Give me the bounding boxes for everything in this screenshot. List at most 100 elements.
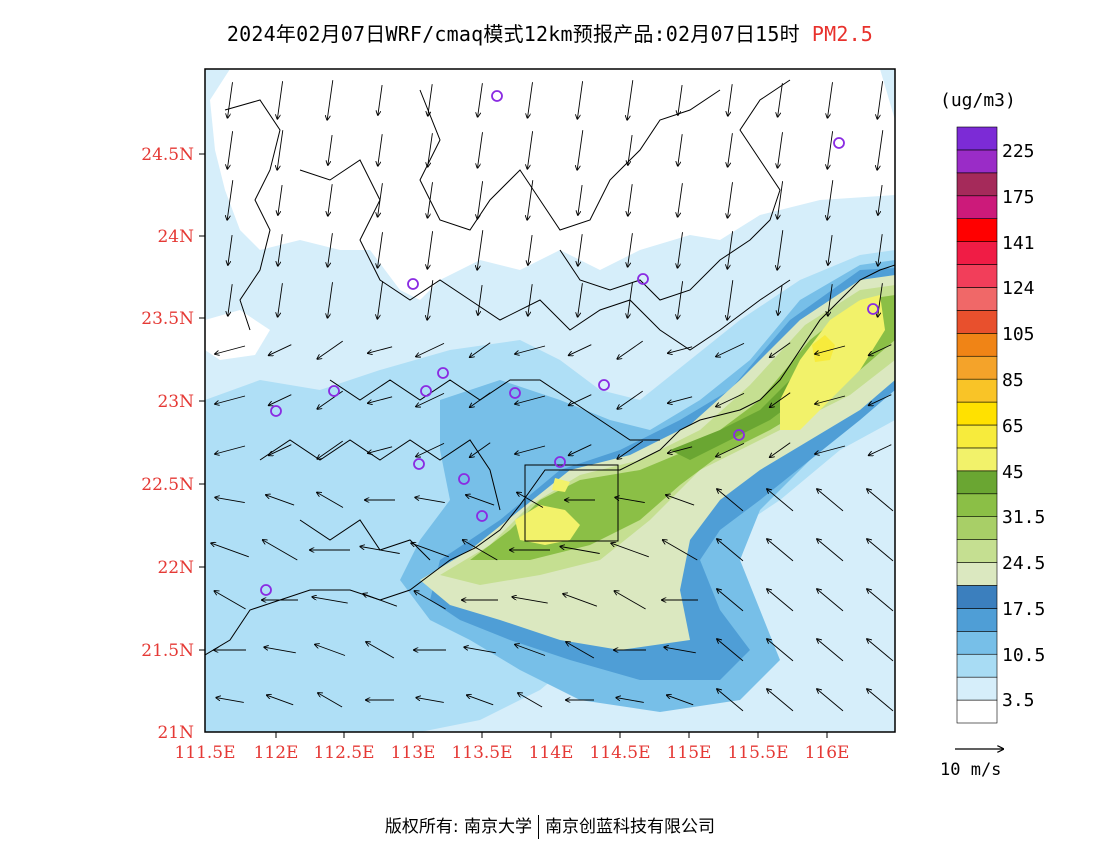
colorbar-swatch: [956, 378, 998, 403]
colorbar-unit: (ug/m3): [940, 90, 1016, 111]
wind-arrow: [578, 283, 583, 317]
colorbar-swatch: [956, 149, 998, 174]
lat-label: 24.5N: [141, 145, 194, 165]
province-border-4: [559, 79, 791, 301]
lat-label: 23.5N: [141, 309, 194, 329]
wind-arrow: [815, 445, 846, 454]
wind-arrow: [317, 493, 344, 508]
copyright-left: 版权所有: 南京大学: [384, 817, 533, 837]
wind-arrow: [815, 345, 846, 354]
colorbar-swatch: [956, 539, 998, 563]
colorbar-swatch: [956, 355, 998, 380]
wind-arrow: [615, 497, 645, 504]
wind-arrow: [828, 284, 833, 316]
wind-arrow: [717, 539, 744, 562]
wind-arrow: [215, 345, 246, 354]
wind-arrow: [318, 693, 343, 708]
colorbar-tick: 85: [1002, 370, 1024, 391]
wind-reference-label: 10 m/s: [940, 760, 1002, 780]
wind-arrow: [278, 234, 283, 266]
wind-arrow: [767, 489, 794, 512]
wind-arrow: [728, 182, 733, 218]
wind-arrow: [664, 647, 696, 654]
colorbar-swatch: [956, 333, 998, 357]
wind-arrow: [363, 594, 398, 607]
wind-arrow: [411, 543, 449, 558]
wind-arrow: [617, 340, 643, 359]
wind-arrow: [266, 495, 295, 506]
wind-arrow: [515, 645, 546, 656]
wind-arrow: [315, 645, 346, 656]
wind-arrow: [617, 440, 643, 459]
wind-arrow: [817, 589, 844, 612]
wind-arrow: [617, 390, 643, 409]
wind-arrow: [215, 497, 245, 504]
colorbar-tick: 105: [1002, 324, 1035, 345]
wind-arrow: [867, 489, 894, 512]
wind-arrow: [366, 642, 395, 659]
province-border-1: [224, 99, 281, 331]
wind-arrow: [277, 81, 284, 119]
colorbar-swatch: [956, 195, 998, 219]
wind-arrow: [777, 181, 784, 219]
latitude-axis: 24.5N 24N 23.5N 23N 22.5N 22N 21.5N 21N: [141, 145, 205, 743]
wind-arrow: [560, 547, 600, 554]
wind-arrow: [877, 81, 884, 119]
wind-arrow: [663, 540, 698, 561]
wind-arrow: [778, 285, 783, 315]
wind-arrow: [869, 394, 892, 406]
lat-label: 22.5N: [141, 475, 194, 495]
wind-arrow: [628, 282, 633, 318]
wind-arrow: [477, 181, 484, 219]
wind-arrow: [627, 80, 634, 120]
colorbar-tick: 124: [1002, 278, 1035, 299]
lon-label: 113E: [391, 743, 436, 763]
station-marker: [413, 458, 425, 470]
wind-arrow: [211, 543, 249, 558]
colorbar-tick: 31.5: [1002, 507, 1046, 528]
wind-arrow: [378, 232, 383, 268]
wind-arrow: [427, 280, 434, 320]
wind-arrow: [470, 392, 491, 407]
monitoring-stations: [260, 90, 879, 596]
wind-arrow: [577, 130, 584, 170]
wind-arrow: [716, 442, 745, 456]
wind-arrow: [878, 185, 883, 215]
wind-arrow: [328, 135, 333, 165]
wind-arrow: [216, 698, 244, 703]
station-marker: [833, 137, 845, 149]
wind-arrow: [767, 639, 794, 662]
wind-arrow: [678, 85, 683, 115]
pm25-level-31: [470, 295, 895, 560]
footer-divider: [538, 815, 540, 839]
wind-arrow: [278, 283, 283, 317]
wind-arrow: [877, 130, 884, 170]
colorbar-tick: 225: [1002, 141, 1035, 162]
station-marker: [554, 456, 566, 468]
colorbar-tick: 3.5: [1002, 690, 1035, 711]
station-marker: [458, 473, 470, 485]
wind-arrow: [215, 445, 246, 454]
wind-arrow: [678, 134, 683, 166]
lat-label: 21N: [157, 723, 194, 743]
wind-arrow: [515, 345, 546, 354]
wind-arrow: [328, 282, 333, 318]
copyright-footer: 版权所有: 南京大学 南京创蓝科技有限公司: [0, 812, 1100, 839]
wind-arrow: [416, 698, 444, 703]
colorbar-swatch: [956, 676, 998, 701]
wind-arrow: [377, 281, 384, 319]
colorbar-swatch: [956, 608, 998, 632]
wind-arrow: [817, 689, 844, 712]
colorbar-swatch: [956, 562, 998, 586]
wind-vectors: [211, 80, 894, 712]
station-marker: [270, 405, 282, 417]
wind-arrow: [517, 493, 544, 508]
colorbar-swatch: [956, 424, 998, 449]
colorbar-swatch: [956, 264, 998, 288]
wind-arrow: [577, 81, 584, 119]
title-text: 2024年02月07日WRF/cmaq模式12km预报产品:02月07日15时: [226, 22, 800, 46]
city-border-2: [259, 439, 501, 511]
wind-arrow: [817, 539, 844, 562]
wind-arrow: [464, 647, 496, 654]
